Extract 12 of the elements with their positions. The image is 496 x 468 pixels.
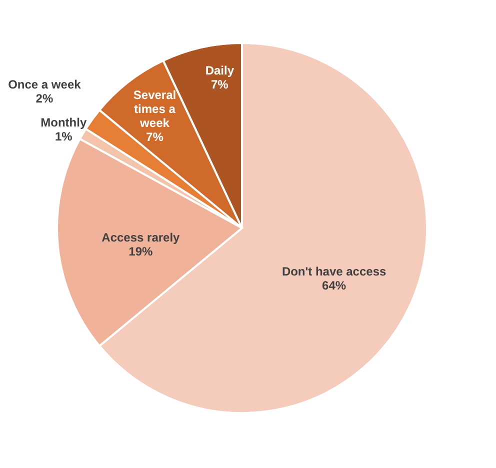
- data-label: 64%: [322, 278, 346, 292]
- slice-label: Don't have access: [282, 264, 387, 278]
- slice-label: Several times a week: [133, 88, 176, 130]
- data-label: 19%: [128, 244, 154, 259]
- slice-label: Monthly: [40, 116, 87, 130]
- slice-label: Once a week: [8, 77, 82, 92]
- data-label: 7%: [211, 77, 229, 92]
- slice-label: Access rarely: [102, 230, 180, 245]
- data-label: 1%: [54, 130, 73, 144]
- slice-label: Daily: [205, 63, 234, 78]
- data-label: 7%: [146, 130, 164, 144]
- data-label: 2%: [36, 91, 54, 106]
